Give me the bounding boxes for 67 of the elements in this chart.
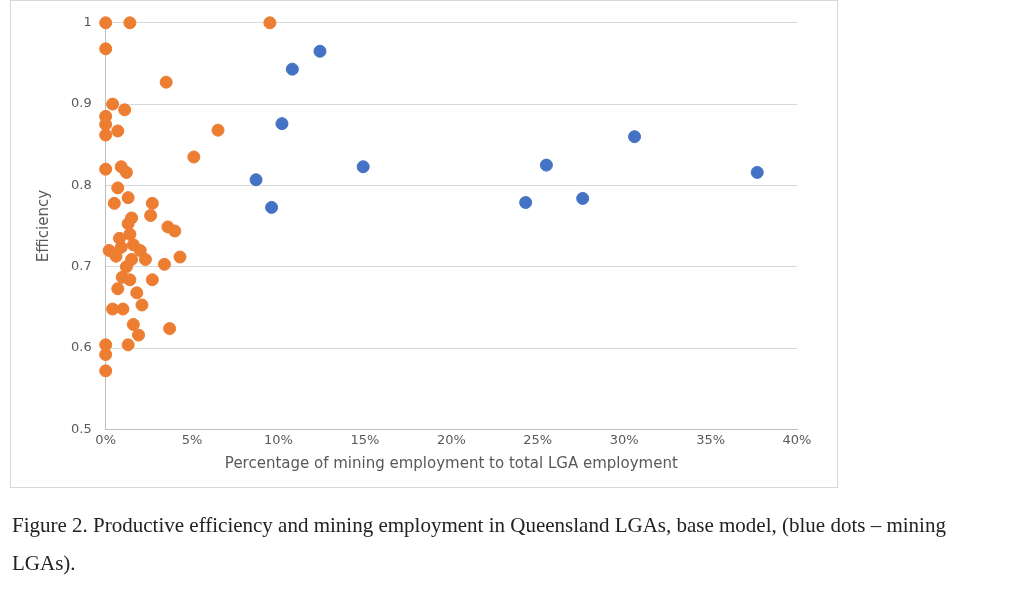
point	[187, 150, 201, 164]
x-tick-label: 15%	[350, 431, 380, 447]
point	[99, 348, 113, 362]
y-axis-title: Efficiency	[33, 189, 52, 263]
point	[249, 173, 263, 187]
point	[118, 103, 132, 117]
point	[157, 257, 171, 271]
point	[576, 191, 590, 205]
x-tick-label: 20%	[436, 431, 466, 447]
point	[123, 16, 137, 30]
point	[285, 62, 299, 76]
point	[99, 364, 113, 378]
point	[159, 75, 173, 89]
point	[211, 123, 225, 137]
point	[263, 16, 277, 30]
y-tick-label: 0.9	[70, 95, 92, 111]
point	[99, 128, 113, 142]
point	[121, 191, 135, 205]
point	[121, 338, 135, 352]
point	[99, 162, 113, 176]
point	[138, 252, 152, 266]
x-tick-label: 40%	[782, 431, 812, 447]
point	[519, 196, 533, 210]
x-tick-label: 0%	[95, 431, 116, 447]
point	[119, 260, 133, 274]
point	[168, 224, 182, 238]
point	[123, 227, 137, 241]
y-tick-label: 1	[83, 14, 92, 30]
point	[145, 196, 159, 210]
point	[109, 249, 123, 263]
point	[356, 160, 370, 174]
y-tick-label: 0.5	[70, 420, 92, 436]
point	[173, 250, 187, 264]
y-tick-label: 0.6	[70, 339, 92, 355]
point	[145, 273, 159, 287]
point	[130, 286, 144, 300]
point	[135, 298, 149, 312]
point	[111, 181, 125, 195]
point	[265, 200, 279, 214]
point	[539, 158, 553, 172]
x-tick-label: 5%	[181, 431, 203, 447]
caption: Figure 2. Productive efficiency and mining employment in Queensland LGAs, base model, (blue dots – mining LGAs).	[12, 512, 947, 577]
point	[121, 217, 135, 231]
x-tick-label: 25%	[523, 431, 553, 447]
point	[313, 44, 327, 58]
x-tick-label: 30%	[609, 431, 639, 447]
point	[750, 165, 764, 179]
point	[99, 16, 113, 30]
point	[275, 117, 289, 131]
point	[116, 302, 130, 316]
point	[107, 196, 121, 210]
point	[111, 282, 125, 296]
point	[132, 328, 146, 342]
point	[119, 165, 133, 179]
point	[123, 273, 137, 287]
y-tick-label: 0.7	[70, 258, 92, 274]
point	[144, 209, 158, 223]
point	[126, 318, 140, 331]
y-tick-label: 0.8	[70, 176, 92, 192]
point	[111, 124, 125, 138]
point	[99, 42, 113, 56]
x-axis-title: Percentage of mining employment to total LGA employment	[224, 453, 678, 472]
point	[628, 130, 642, 144]
point	[163, 322, 177, 336]
point	[106, 97, 120, 111]
x-tick-label: 10%	[264, 431, 293, 447]
x-tick-label: 35%	[696, 431, 726, 447]
